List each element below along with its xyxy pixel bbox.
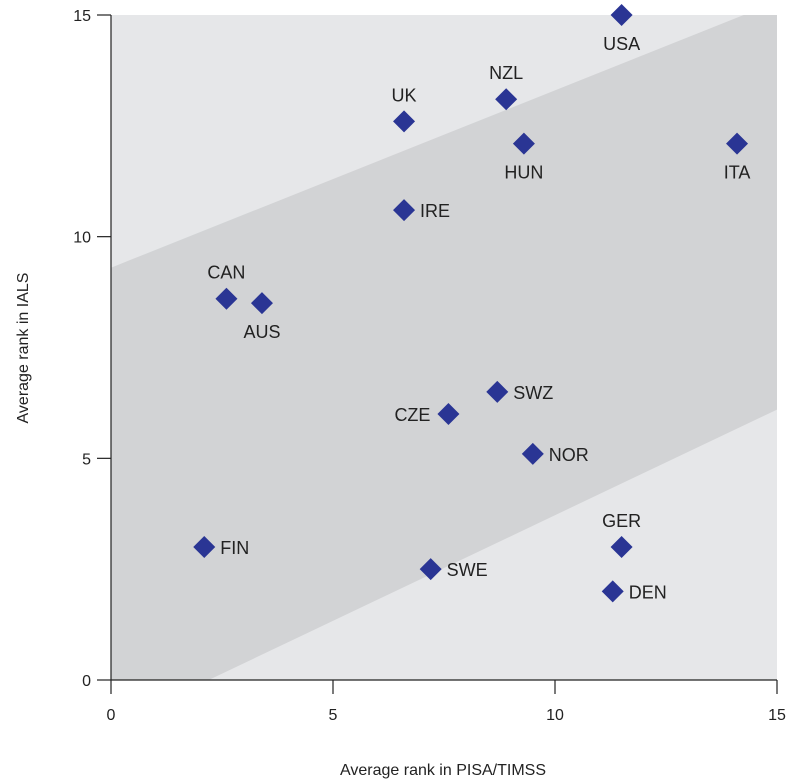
point-label: GER [602, 511, 641, 531]
diagonal-band [111, 15, 777, 680]
diamond-marker [393, 110, 416, 133]
y-tick-label: 15 [73, 8, 91, 25]
data-points: USA NZL UK HUN ITA IRE CAN AUS SWZ CZE NOR GER FIN SW… [193, 4, 751, 603]
y-tick-label: 10 [73, 230, 91, 247]
y-tick-label: 0 [82, 673, 91, 690]
data-point-fin: FIN [193, 536, 249, 558]
diamond-marker [610, 4, 633, 26]
diamond-marker [215, 287, 238, 310]
data-point-usa: USA [603, 4, 640, 54]
diamond-marker [193, 536, 216, 558]
x-tick-label: 15 [768, 707, 786, 724]
diamond-marker [419, 558, 442, 581]
data-point-nor: NOR [521, 442, 589, 465]
point-label: HUN [504, 163, 543, 183]
data-point-uk: UK [392, 85, 417, 133]
point-label: CZE [394, 405, 430, 425]
point-label: ITA [724, 163, 751, 183]
y-axis-title: Average rank in IALS [15, 273, 32, 424]
diamond-marker [610, 536, 633, 558]
x-tick-label: 10 [546, 707, 564, 724]
data-point-ger: GER [602, 511, 641, 558]
diamond-marker [495, 88, 518, 111]
data-point-nzl: NZL [489, 63, 523, 111]
point-label: NZL [489, 63, 523, 83]
point-label: SWZ [513, 383, 553, 403]
diamond-marker [393, 199, 416, 222]
diamond-marker [521, 442, 544, 465]
point-label: CAN [207, 263, 245, 283]
diamond-marker [601, 580, 624, 603]
data-point-cze: CZE [394, 403, 460, 425]
diamond-marker [437, 403, 460, 425]
point-label: SWE [447, 560, 488, 580]
data-point-ire: IRE [393, 199, 450, 222]
diamond-marker [726, 132, 749, 155]
point-label: UK [392, 85, 417, 105]
x-tick-label: 0 [107, 707, 116, 724]
y-axis: 0 5 10 15 [73, 8, 112, 690]
y-tick-label: 5 [82, 451, 91, 468]
data-point-den: DEN [601, 580, 667, 603]
data-point-hun: HUN [504, 132, 543, 183]
data-point-swz: SWZ [486, 380, 553, 403]
point-label: USA [603, 34, 640, 54]
data-point-aus: AUS [243, 292, 280, 342]
diamond-marker [512, 132, 535, 155]
diamond-marker [250, 292, 273, 315]
x-tick-label: 5 [329, 707, 338, 724]
point-label: DEN [629, 582, 667, 602]
point-label: FIN [220, 538, 249, 558]
point-label: IRE [420, 201, 450, 221]
x-axis: 0 5 10 15 [107, 679, 786, 724]
point-label: AUS [243, 322, 280, 342]
point-label: NOR [549, 445, 589, 465]
data-point-can: CAN [207, 263, 245, 310]
data-point-swe: SWE [419, 558, 488, 581]
data-point-ita: ITA [724, 132, 751, 183]
diamond-marker [486, 380, 509, 403]
x-axis-title: Average rank in PISA/TIMSS [340, 762, 546, 779]
